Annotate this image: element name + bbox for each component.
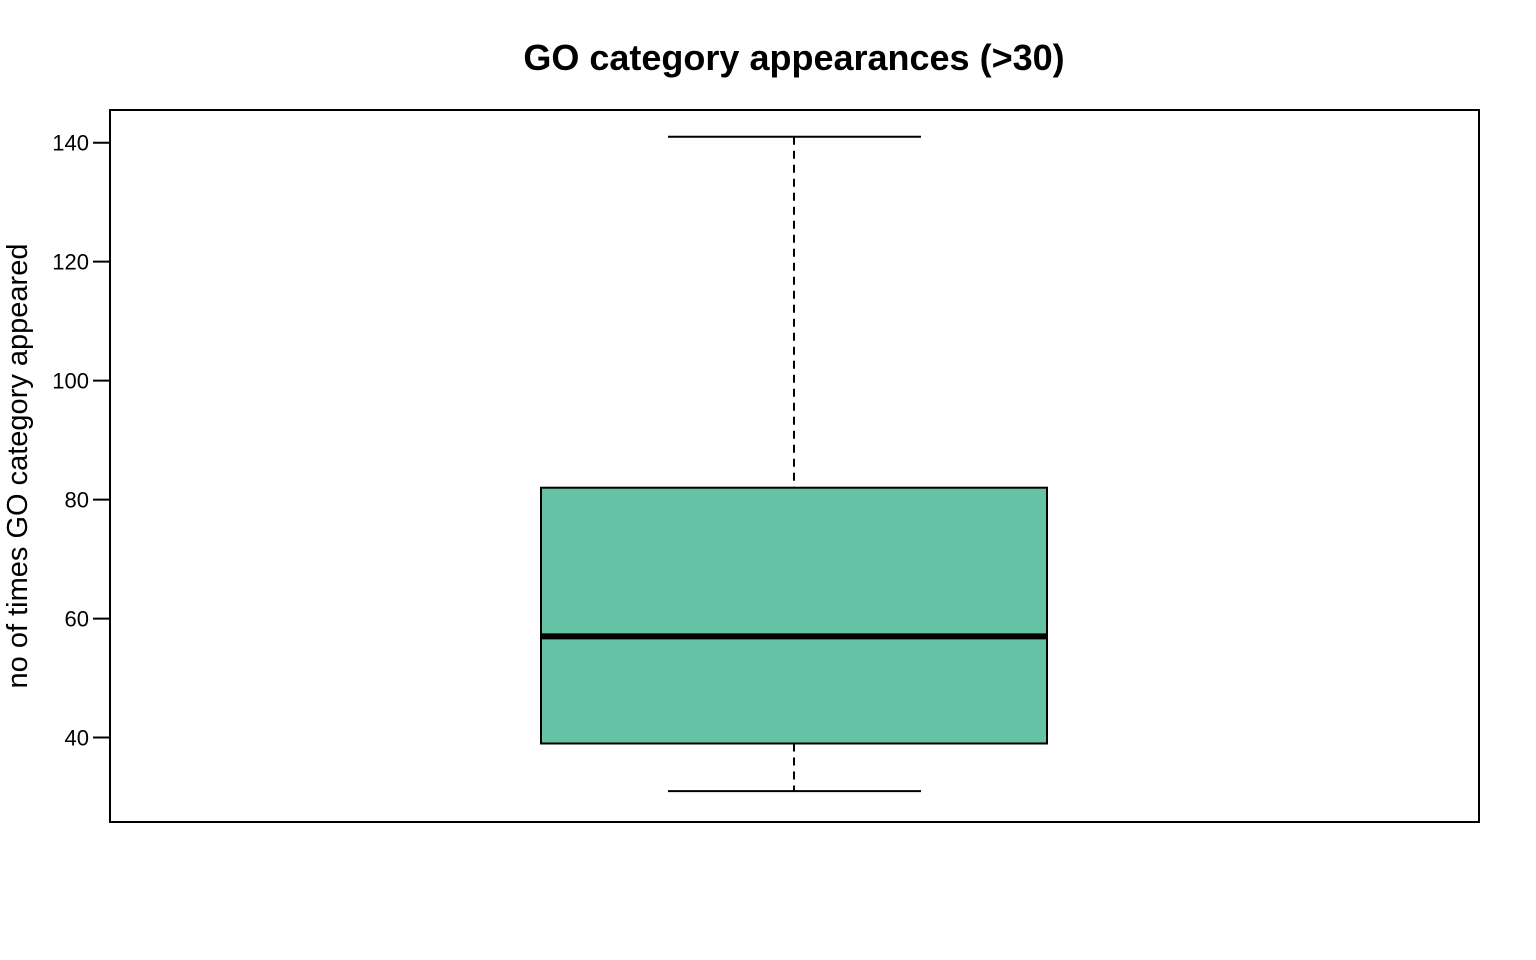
y-tick-label: 80 [65, 488, 89, 513]
y-tick-label: 60 [65, 607, 89, 632]
box-iqr [540, 486, 1048, 745]
y-tick-label: 140 [52, 131, 89, 156]
y-axis-label: no of times GO category appeared [2, 244, 34, 689]
box-group [540, 135, 1048, 793]
y-tick-label: 40 [65, 726, 89, 751]
y-tick-label: 120 [52, 250, 89, 275]
chart-title: GO category appearances (>30) [523, 37, 1064, 78]
y-axis: 40 60 80 100 120 140 [52, 131, 110, 751]
plot-frame [109, 109, 1480, 823]
y-tick-label: 100 [52, 369, 89, 394]
